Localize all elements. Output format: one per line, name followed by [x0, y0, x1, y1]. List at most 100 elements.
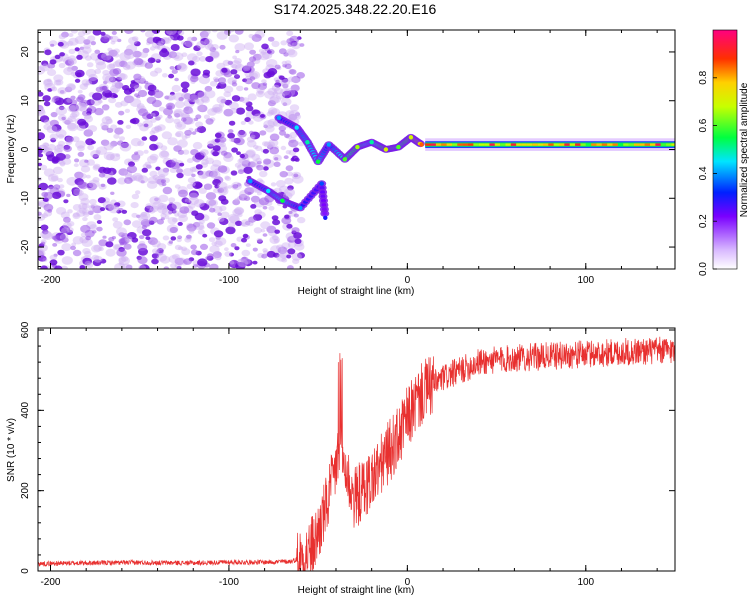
- noise-blob: [192, 264, 198, 268]
- noise-blob: [52, 243, 58, 247]
- noise-blob: [53, 96, 60, 101]
- noise-blob: [263, 141, 272, 148]
- noise-blob: [201, 159, 209, 165]
- noise-blob: [105, 118, 113, 125]
- noise-blob: [149, 170, 158, 178]
- noise-blob: [229, 252, 234, 257]
- noise-blob: [143, 123, 149, 128]
- noise-blob: [71, 242, 77, 247]
- noise-blob: [176, 63, 188, 72]
- noise-blob: [53, 253, 58, 257]
- noise-blob: [158, 106, 166, 112]
- noise-blob: [244, 117, 251, 123]
- noise-blob: [188, 203, 196, 209]
- noise-blob: [149, 46, 156, 51]
- noise-blob: [267, 87, 278, 96]
- noise-blob: [66, 40, 74, 47]
- track-point: [248, 179, 253, 184]
- noise-blob: [51, 235, 58, 240]
- noise-blob: [151, 99, 162, 108]
- noise-blob: [224, 251, 232, 257]
- noise-blob: [234, 30, 244, 35]
- noise-blob: [181, 52, 188, 57]
- noise-blob: [106, 127, 114, 133]
- noise-blob: [203, 30, 211, 35]
- noise-blob: [258, 170, 268, 178]
- noise-blob: [287, 265, 294, 269]
- noise-blob: [291, 42, 301, 50]
- carrier-segment: [548, 143, 554, 146]
- noise-blob: [230, 170, 238, 176]
- noise-blob: [109, 153, 121, 162]
- noise-blob: [228, 34, 239, 43]
- noise-blob: [197, 104, 208, 113]
- noise-blob: [160, 213, 167, 218]
- noise-blob: [147, 237, 158, 246]
- noise-blob: [67, 122, 78, 132]
- noise-blob: [251, 153, 261, 161]
- noise-blob: [288, 210, 293, 214]
- noise-blob: [276, 244, 284, 251]
- noise-blob: [280, 97, 292, 106]
- noise-blob: [59, 52, 65, 57]
- noise-blob: [89, 224, 98, 231]
- noise-blob: [160, 37, 170, 44]
- noise-blob: [149, 196, 161, 205]
- noise-blob: [237, 213, 243, 218]
- noise-blob: [59, 90, 65, 94]
- colorbar: 0.0 0.2 0.4 0.6 0.8 Normalized spectral ampl…: [698, 29, 750, 276]
- y-tick-label: -20: [20, 239, 31, 254]
- noise-blob: [64, 135, 73, 142]
- noise-blob: [274, 229, 281, 234]
- noise-blob: [212, 179, 222, 186]
- noise-blob: [83, 83, 89, 87]
- noise-blob: [209, 80, 218, 87]
- noise-blob: [57, 249, 65, 256]
- noise-blob: [132, 172, 143, 181]
- noise-blob: [101, 116, 113, 125]
- noise-blob: [102, 235, 107, 239]
- carrier-segment: [542, 143, 549, 146]
- noise-blob: [77, 89, 83, 94]
- noise-blob: [268, 205, 275, 211]
- noise-blob: [191, 36, 198, 42]
- noise-blob: [284, 133, 290, 138]
- noise-blob: [196, 40, 207, 49]
- noise-blob: [43, 168, 55, 177]
- noise-blob: [178, 189, 188, 198]
- noise-blob: [74, 78, 81, 83]
- noise-blob: [121, 255, 129, 262]
- noise-blob: [81, 79, 90, 86]
- noise-blob: [124, 108, 131, 113]
- noise-blob: [228, 221, 236, 228]
- carrier-line: [425, 138, 675, 151]
- chart-title: S174.2025.348.22.20.E16: [274, 1, 437, 17]
- noise-blob: [57, 41, 64, 47]
- noise-blob: [213, 230, 224, 238]
- noise-blob: [43, 101, 51, 107]
- noise-blob: [288, 110, 300, 119]
- noise-blob: [293, 173, 299, 178]
- noise-blob: [38, 248, 44, 256]
- noise-blob: [92, 259, 102, 267]
- noise-blob: [137, 89, 148, 98]
- carrier-segment: [580, 143, 586, 146]
- carrier-segment: [468, 143, 474, 146]
- y-tick-label: 200: [20, 482, 31, 499]
- noise-blob: [286, 236, 296, 243]
- noise-blob: [133, 73, 142, 81]
- carrier-segment: [457, 143, 463, 146]
- noise-blob: [70, 30, 78, 34]
- noise-blob: [83, 43, 91, 49]
- noise-blob: [257, 90, 264, 95]
- noise-blob: [64, 154, 71, 160]
- noise-blob: [137, 122, 143, 127]
- noise-blob: [142, 229, 152, 237]
- noise-blob: [125, 64, 131, 69]
- noise-blob: [210, 51, 220, 58]
- noise-blob: [115, 76, 123, 82]
- noise-blob: [143, 149, 149, 154]
- carrier-segment: [537, 143, 544, 146]
- noise-blob: [181, 246, 188, 252]
- noise-blob: [160, 145, 168, 151]
